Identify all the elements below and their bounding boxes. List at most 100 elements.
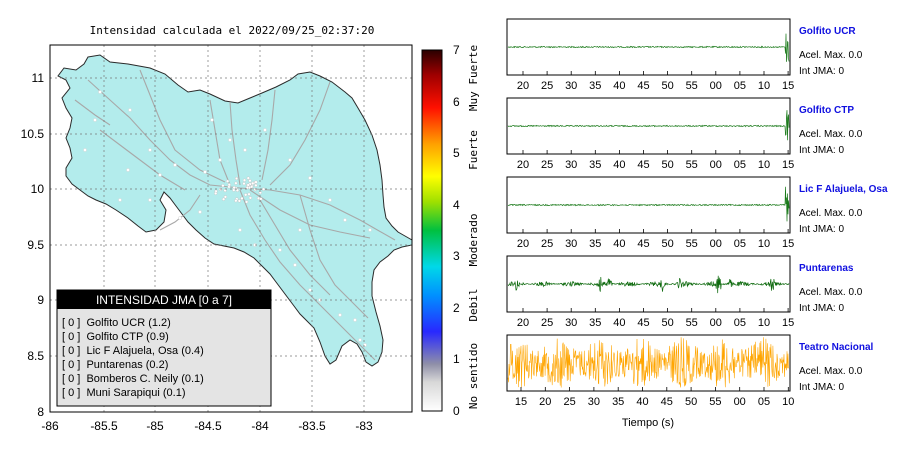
trace-tick-label: 50 [685, 396, 697, 408]
city-marker [254, 183, 258, 187]
map-title: Intensidad calculada el 2022/09/25_02:37… [90, 24, 375, 37]
trace-tick-label: 45 [637, 159, 649, 171]
waveform-trace [507, 337, 790, 388]
city-marker [238, 228, 242, 232]
trace-tick-label: 25 [541, 238, 553, 250]
trace-tick-label: 05 [758, 396, 770, 408]
trace-tick-label: 40 [613, 80, 625, 92]
trace-tick-label: 30 [588, 396, 600, 408]
trace-tick-label: 15 [515, 396, 527, 408]
latitude-axis: 11 10.5 10 9.5 9 8.5 8 [21, 71, 45, 419]
intensity-legend: INTENSIDAD JMA [0 a 7] [ 0 ] Golfito UCR… [56, 289, 272, 407]
trace-tick-label: 55 [686, 238, 698, 250]
lon-tick: -84.5 [194, 419, 222, 433]
trace-tick-label: 05 [734, 159, 746, 171]
legend-title: INTENSIDAD JMA [0 a 7] [96, 293, 232, 307]
trace-tick-label: 05 [734, 317, 746, 329]
trace-tick-label: 00 [710, 80, 722, 92]
lon-tick: -85.5 [90, 419, 118, 433]
station-int-jma: Int JMA: 0 [799, 145, 844, 156]
legend-item: [ 0 ] Muni Sarapiqui (0.1) [62, 387, 186, 399]
city-marker [214, 191, 218, 195]
trace-tick-label: 40 [613, 238, 625, 250]
city-marker [128, 108, 132, 112]
trace-tick-label: 55 [686, 317, 698, 329]
trace-tick-label: 25 [541, 80, 553, 92]
seismogram-panels: 20 25 30 35 40 45 50 55 00 05 10 15 Golfito UCR Acel.… [506, 18, 888, 408]
city-marker [222, 197, 226, 201]
waveform-trace [507, 186, 790, 222]
city-marker [248, 196, 252, 200]
city-marker [343, 218, 347, 222]
city-marker [253, 187, 257, 192]
lon-tick: -86 [41, 419, 59, 433]
city-marker [232, 186, 236, 190]
lat-tick: 8 [37, 405, 44, 419]
trace-tick-label: 35 [589, 159, 601, 171]
station-name: Golfito UCR [799, 26, 856, 37]
city-marker [148, 148, 152, 152]
trace-tick-label: 40 [613, 159, 625, 171]
colorbar-tick: 6 [453, 95, 460, 109]
trace-tick-label: 35 [589, 80, 601, 92]
trace-tick-label: 10 [758, 80, 770, 92]
colorbar-tick: 4 [453, 198, 460, 212]
lat-tick: 9 [37, 293, 44, 307]
city-marker [198, 210, 202, 214]
city-marker [173, 163, 177, 167]
city-marker [237, 199, 241, 203]
city-marker [210, 118, 214, 122]
city-marker [118, 198, 122, 202]
category-moderado: Moderado [467, 214, 480, 267]
station-acel-max: Acel. Max. 0.0 [799, 287, 863, 298]
colorbar-tick: 5 [453, 146, 460, 160]
trace-tick-label: 50 [661, 317, 673, 329]
lat-tick: 10.5 [21, 127, 45, 141]
station-int-jma: Int JMA: 0 [799, 303, 844, 314]
trace-tick-label: 25 [563, 396, 575, 408]
trace-tick-label: 20 [517, 80, 529, 92]
city-marker [234, 199, 238, 203]
trace-tick-label: 10 [758, 238, 770, 250]
trace-tick-label: 00 [710, 159, 722, 171]
lon-tick: -84 [251, 419, 269, 433]
colorbar-ticks: 7 6 5 4 3 2 1 0 [453, 43, 460, 418]
trace-tick-label: 05 [734, 238, 746, 250]
waveform-trace [507, 110, 790, 141]
trace-panel: 15 20 25 30 35 40 45 50 55 00 05 10 Teatro Nacional A… [506, 334, 873, 408]
trace-tick-label: 05 [734, 80, 746, 92]
legend-item: [ 0 ] Golfito UCR (1.2) [62, 317, 171, 329]
city-marker [262, 187, 266, 191]
city-marker [234, 181, 238, 185]
station-acel-max: Acel. Max. 0.0 [799, 129, 863, 140]
waveform-trace [507, 33, 790, 62]
city-marker [158, 173, 162, 177]
city-marker [245, 200, 249, 204]
city-marker [293, 263, 297, 267]
lat-tick: 8.5 [27, 349, 44, 363]
road-network [74, 69, 396, 361]
lat-tick: 9.5 [27, 238, 44, 252]
colorbar-tick: 0 [453, 404, 460, 418]
trace-tick-label: 00 [710, 317, 722, 329]
city-marker [328, 198, 332, 202]
city-marker [338, 313, 342, 317]
station-acel-max: Acel. Max. 0.0 [799, 50, 863, 61]
legend-item: [ 0 ] Lic F Alajuela, Osa (0.4) [62, 345, 204, 357]
trace-tick-label: 55 [686, 80, 698, 92]
city-marker [308, 288, 312, 292]
station-acel-max: Acel. Max. 0.0 [799, 208, 863, 219]
trace-tick-label: 15 [782, 317, 794, 329]
trace-tick-label: 30 [565, 159, 577, 171]
station-acel-max: Acel. Max. 0.0 [799, 366, 863, 377]
trace-tick-label: 15 [782, 238, 794, 250]
legend-item: [ 0 ] Golfito CTP (0.9) [62, 331, 169, 343]
time-axis-label: Tiempo (s) [622, 417, 674, 429]
station-int-jma: Int JMA: 0 [799, 382, 844, 393]
intensity-colorbar [421, 49, 443, 412]
city-marker [226, 179, 230, 183]
trace-tick-label: 55 [709, 396, 721, 408]
station-name: Teatro Nacional [799, 342, 873, 353]
colorbar-tick: 2 [453, 301, 460, 315]
waveform-trace [507, 275, 790, 294]
